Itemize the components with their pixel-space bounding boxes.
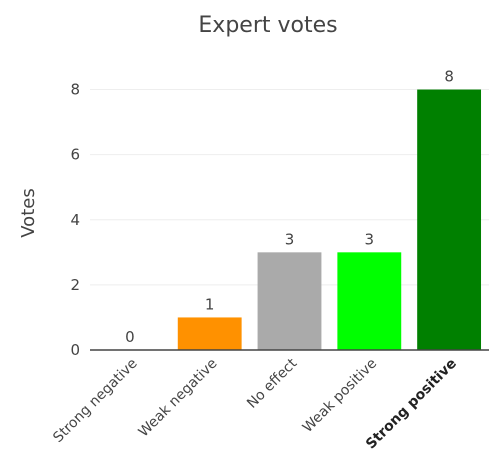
x-tick-label: Weak negative [136, 356, 221, 441]
y-tick-label: 4 [70, 211, 80, 229]
bar [257, 252, 322, 350]
y-tick-label: 0 [70, 341, 80, 359]
y-tick-label: 6 [70, 146, 80, 164]
data-label: 1 [205, 295, 215, 313]
bar [177, 317, 242, 350]
data-label: 8 [444, 68, 454, 86]
x-tick-label: Weak positive [300, 356, 380, 436]
x-tick-label: Strong positive [363, 356, 460, 453]
y-axis-title: Votes [18, 188, 39, 237]
data-labels: 0 1 3 3 8 [125, 68, 454, 346]
chart-title: Expert votes [198, 13, 337, 38]
data-label: 3 [365, 230, 375, 248]
data-label: 3 [285, 230, 295, 248]
x-tick-label: Strong negative [50, 356, 140, 446]
y-tick-label: 2 [70, 276, 80, 294]
y-axis-ticks: 0 2 4 6 8 [70, 81, 80, 359]
x-tick-label: No effect [244, 355, 301, 412]
y-tick-label: 8 [70, 81, 80, 99]
bar [337, 252, 402, 350]
bars [177, 89, 482, 350]
data-label: 0 [125, 328, 135, 346]
bar [417, 89, 482, 350]
